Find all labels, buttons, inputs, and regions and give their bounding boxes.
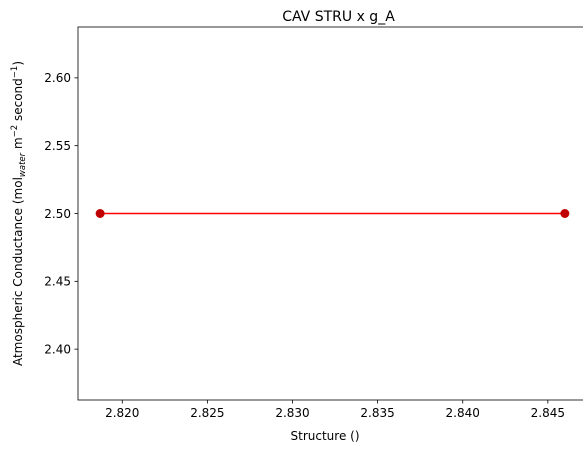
y-tick-label: 2.40 bbox=[44, 342, 71, 356]
x-axis-ticks: 2.820 2.825 2.830 2.835 2.840 2.845 bbox=[105, 400, 565, 420]
x-tick-label: 2.835 bbox=[360, 406, 394, 420]
y-tick-label: 2.55 bbox=[44, 139, 71, 153]
data-point bbox=[95, 209, 105, 218]
x-tick-label: 2.820 bbox=[105, 406, 139, 420]
y-tick-label: 2.60 bbox=[44, 71, 71, 85]
x-tick-label: 2.830 bbox=[275, 406, 309, 420]
x-tick-label: 2.825 bbox=[190, 406, 224, 420]
series-group bbox=[95, 209, 570, 218]
y-tick-label: 2.45 bbox=[44, 275, 71, 289]
x-axis-label: Structure () bbox=[291, 429, 360, 443]
x-tick-label: 2.845 bbox=[531, 406, 565, 420]
chart-title: CAV STRU x g_A bbox=[282, 9, 395, 25]
y-axis-ticks: 2.40 2.45 2.50 2.55 2.60 bbox=[44, 71, 78, 356]
y-tick-label: 2.50 bbox=[44, 207, 71, 221]
y-axis-label: Atmospheric Conductance (molwater m−2 se… bbox=[10, 61, 28, 366]
data-point bbox=[560, 209, 570, 218]
x-tick-label: 2.840 bbox=[446, 406, 480, 420]
